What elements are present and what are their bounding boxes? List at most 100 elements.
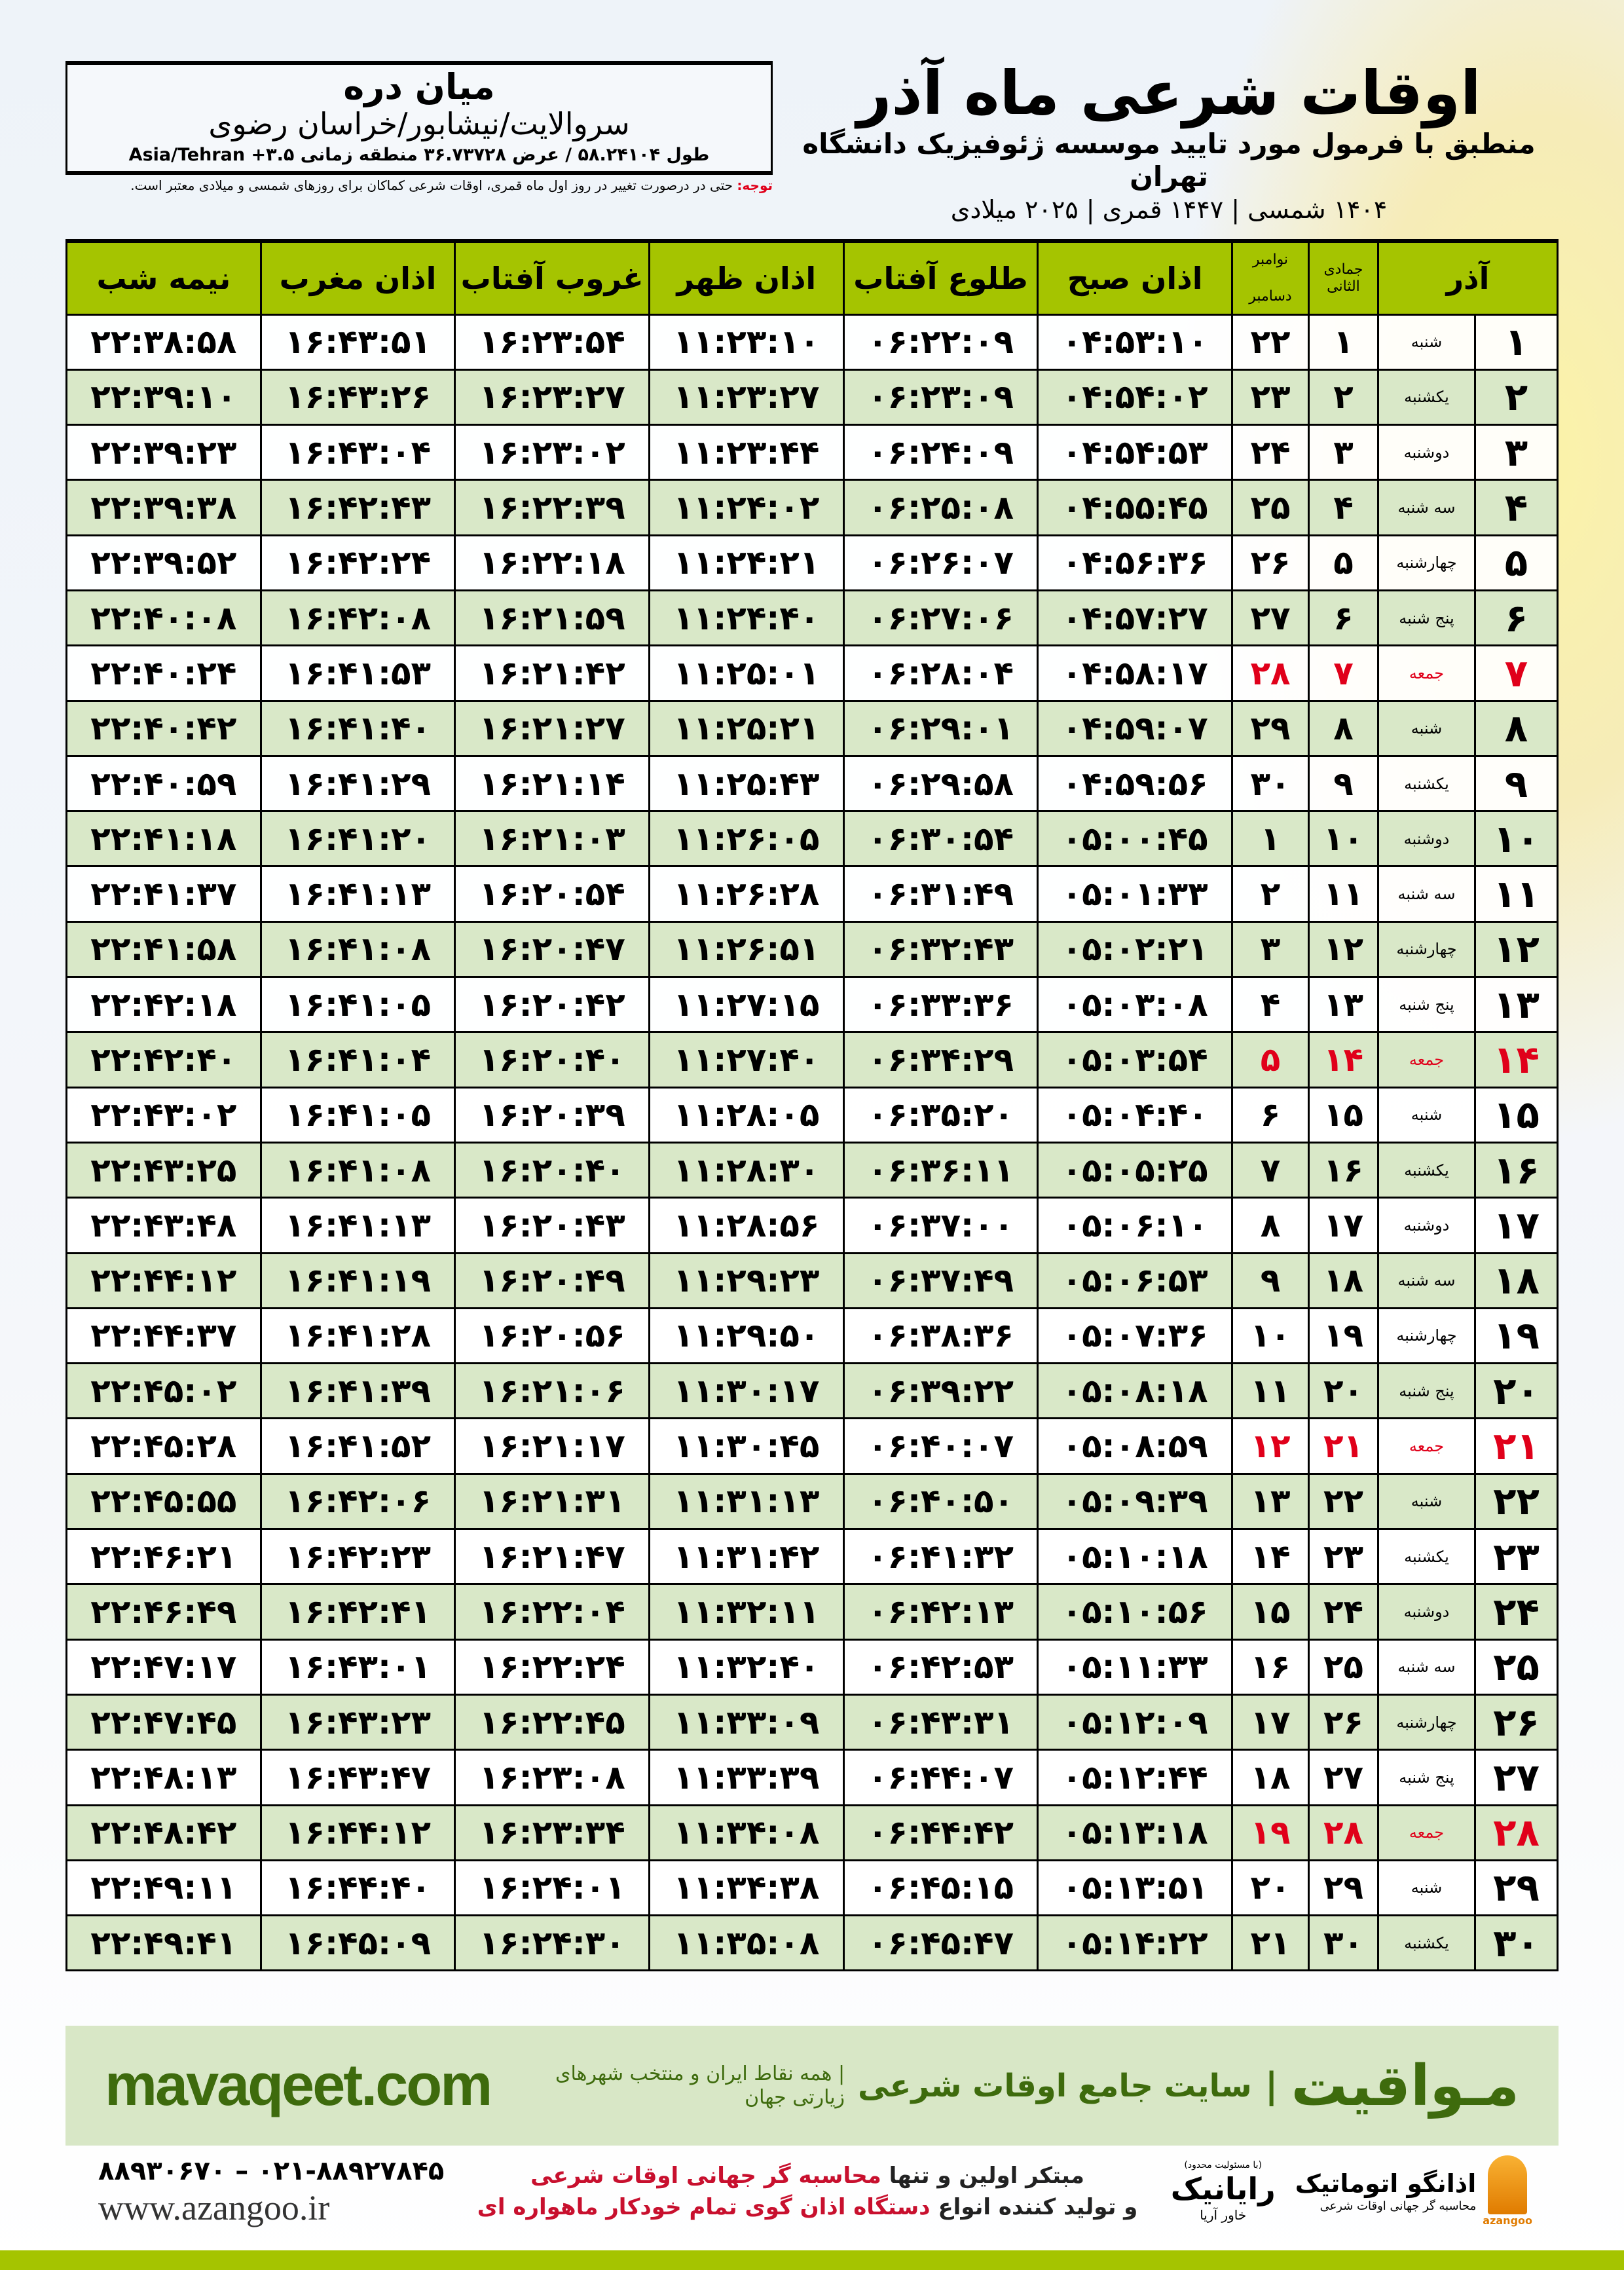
header-hijri: جمادی الثانی [1307, 239, 1379, 316]
cell-hj: ۲۲ [1307, 1472, 1379, 1531]
note-text: حتی در درصورت تغییر در روز اول ماه قمری،… [130, 177, 737, 193]
mosque-icon [1488, 2155, 1528, 2214]
cell-day: ۷ [1474, 644, 1559, 702]
cell-gr: ۲۲ [1230, 313, 1310, 371]
cell-dhuhr: ۱۱:۳۱:۱۳ [648, 1472, 845, 1531]
cell-fajr: ۰۵:۱۲:۴۴ [1037, 1749, 1233, 1806]
cell-sunset: ۱۶:۲۱:۴۷ [454, 1528, 651, 1586]
cell-gr: ۴ [1230, 976, 1310, 1033]
table-row: ۶ پنج شنبه ۶ ۲۷ ۰۴:۵۷:۲۷ ۰۶:۲۷:۰۶ ۱۱:۲۴:۴۰ ۱۶:۲… [65, 589, 1559, 647]
cell-gr: ۱۰ [1230, 1307, 1310, 1365]
cell-day: ۲۱ [1474, 1417, 1559, 1475]
cell-day: ۲۴ [1474, 1583, 1559, 1641]
cell-gr: ۱۴ [1230, 1528, 1310, 1586]
cell-gr: ۹ [1230, 1252, 1310, 1309]
cell-dhuhr: ۱۱:۳۲:۱۱ [648, 1583, 845, 1641]
cell-midnight: ۲۲:۳۹:۵۲ [65, 534, 262, 591]
cell-midnight: ۲۲:۴۳:۰۲ [65, 1086, 262, 1144]
cell-midnight: ۲۲:۴۷:۴۵ [65, 1693, 262, 1751]
cell-hj: ۱۴ [1307, 1031, 1379, 1088]
cell-fajr: ۰۵:۰۰:۴۵ [1037, 810, 1233, 868]
cell-gr: ۲۴ [1230, 424, 1310, 481]
table-row: ۲۳ یکشنبه ۲۳ ۱۴ ۰۵:۱۰:۱۸ ۰۶:۴۱:۳۲ ۱۱:۳۱:۴۲ ۱۶:۲… [65, 1528, 1559, 1586]
cell-maghrib: ۱۶:۴۳:۲۳ [259, 1693, 456, 1751]
azangoo-logo: azangoo اذانگو اتوماتیک محاسبه گر جهانی … [1295, 2155, 1532, 2227]
cell-sunset: ۱۶:۲۱:۲۷ [454, 699, 651, 757]
cell-sunrise: ۰۶:۴۲:۵۳ [842, 1638, 1039, 1696]
table-row: ۱۹ چهارشنبه ۱۹ ۱۰ ۰۵:۰۷:۳۶ ۰۶:۳۸:۳۶ ۱۱:۲۹:۵۰ ۱۶… [65, 1307, 1559, 1365]
cell-wd: چهارشنبه [1376, 1693, 1477, 1751]
cell-day: ۱۸ [1474, 1252, 1559, 1309]
cell-maghrib: ۱۶:۴۵:۰۹ [259, 1914, 456, 1972]
cell-midnight: ۲۲:۴۵:۵۵ [65, 1472, 262, 1531]
header-greg-top: نوامبر [1252, 251, 1289, 268]
right-header: اوقات شرعی ماه آذر منطبق با فرمول مورد ت… [799, 59, 1539, 225]
cell-hj: ۱۹ [1307, 1307, 1379, 1365]
cell-day: ۲۶ [1474, 1693, 1559, 1751]
table-row: ۱۵ شنبه ۱۵ ۶ ۰۵:۰۴:۴۰ ۰۶:۳۵:۲۰ ۱۱:۲۸:۰۵ ۱۶:۲۰:۳… [65, 1086, 1559, 1144]
table-row: ۳ دوشنبه ۳ ۲۴ ۰۴:۵۴:۵۳ ۰۶:۲۴:۰۹ ۱۱:۲۳:۴۴ ۱۶:۲۳:… [65, 424, 1559, 481]
cell-dhuhr: ۱۱:۲۸:۳۰ [648, 1141, 845, 1199]
cell-dhuhr: ۱۱:۳۱:۴۲ [648, 1528, 845, 1586]
website-link[interactable]: www.azangoo.ir [98, 2188, 330, 2227]
rayanik-name: رایانیک [1170, 2171, 1276, 2206]
cell-fajr: ۰۵:۰۸:۵۹ [1037, 1417, 1233, 1475]
year-line: ۱۴۰۴ شمسی | ۱۴۴۷ قمری | ۲۰۲۵ میلادی [950, 195, 1388, 224]
cell-midnight: ۲۲:۴۶:۴۹ [65, 1583, 262, 1641]
cell-fajr: ۰۵:۰۳:۰۸ [1037, 976, 1233, 1033]
cell-maghrib: ۱۶:۴۳:۰۴ [259, 424, 456, 481]
page-subtitle: منطبق با فرمول مورد تایید موسسه ژئوفیزیک… [802, 128, 1536, 193]
header-fajr: اذان صبح [1037, 239, 1233, 316]
cell-day: ۱۳ [1474, 976, 1559, 1033]
cell-hj: ۲۳ [1307, 1528, 1379, 1586]
cell-wd: یکشنبه [1376, 1914, 1477, 1972]
cell-wd: جمعه [1376, 1804, 1477, 1861]
cell-hj: ۱۵ [1307, 1086, 1379, 1144]
cell-wd: یکشنبه [1376, 1141, 1477, 1199]
cell-fajr: ۰۴:۵۶:۳۶ [1037, 534, 1233, 591]
cell-dhuhr: ۱۱:۲۵:۰۱ [648, 644, 845, 702]
cell-sunset: ۱۶:۲۲:۲۴ [454, 1638, 651, 1696]
cell-day: ۲۰ [1474, 1362, 1559, 1420]
cell-wd: یکشنبه [1376, 368, 1477, 426]
cell-wd: شنبه [1376, 1086, 1477, 1144]
cell-day: ۹ [1474, 754, 1559, 813]
table-row: ۲ یکشنبه ۲ ۲۳ ۰۴:۵۴:۰۲ ۰۶:۲۳:۰۹ ۱۱:۲۳:۲۷ ۱۶:۲۳:… [65, 368, 1559, 426]
cell-sunrise: ۰۶:۲۹:۵۸ [842, 754, 1039, 813]
cell-maghrib: ۱۶:۴۴:۴۰ [259, 1859, 456, 1917]
table-row: ۲۹ شنبه ۲۹ ۲۰ ۰۵:۱۳:۵۱ ۰۶:۴۵:۱۵ ۱۱:۳۴:۳۸ ۱۶:۲۴:… [65, 1859, 1559, 1917]
cell-sunset: ۱۶:۲۱:۴۲ [454, 644, 651, 702]
cell-hj: ۷ [1307, 644, 1379, 702]
cell-gr: ۲۱ [1230, 1914, 1310, 1972]
cell-dhuhr: ۱۱:۲۴:۲۱ [648, 534, 845, 591]
cell-fajr: ۰۵:۱۲:۰۹ [1037, 1693, 1233, 1751]
cell-fajr: ۰۵:۱۱:۳۳ [1037, 1638, 1233, 1696]
cell-midnight: ۲۲:۴۰:۰۸ [65, 589, 262, 647]
cell-fajr: ۰۵:۰۶:۱۰ [1037, 1197, 1233, 1254]
cell-gr: ۳۰ [1230, 754, 1310, 813]
header-sunset: غروب آفتاب [454, 239, 651, 316]
cell-gr: ۱۵ [1230, 1583, 1310, 1641]
cell-midnight: ۲۲:۴۱:۵۸ [65, 920, 262, 978]
cell-day: ۲۳ [1474, 1528, 1559, 1586]
note: توجه: حتی در درصورت تغییر در روز اول ماه… [65, 177, 773, 193]
banner-url[interactable]: mavaqeet.com [105, 2053, 492, 2118]
cell-sunrise: ۰۶:۴۳:۳۱ [842, 1693, 1039, 1751]
city-name: میان دره [343, 66, 495, 107]
rayanik-logo: (با مسئولیت محدود) رایانیک خاور آریا [1171, 2159, 1276, 2223]
banner-separator: | [1264, 2065, 1278, 2106]
cell-midnight: ۲۲:۴۵:۰۲ [65, 1362, 262, 1420]
cell-sunset: ۱۶:۲۱:۱۷ [454, 1417, 651, 1475]
cell-wd: چهارشنبه [1376, 920, 1477, 978]
cell-sunrise: ۰۶:۳۲:۴۳ [842, 920, 1039, 978]
cell-sunset: ۱۶:۲۳:۰۲ [454, 424, 651, 481]
cell-gr: ۲۹ [1230, 699, 1310, 757]
cell-fajr: ۰۴:۵۵:۴۵ [1037, 479, 1233, 536]
rayanik-sub: خاور آریا [1200, 2207, 1247, 2223]
cell-sunrise: ۰۶:۳۱:۴۹ [842, 865, 1039, 923]
cell-midnight: ۲۲:۳۹:۳۸ [65, 479, 262, 536]
cell-sunrise: ۰۶:۳۳:۳۶ [842, 976, 1039, 1033]
cell-day: ۳۰ [1474, 1914, 1559, 1972]
cell-fajr: ۰۵:۰۵:۲۵ [1037, 1141, 1233, 1199]
cell-hj: ۲۱ [1307, 1417, 1379, 1475]
